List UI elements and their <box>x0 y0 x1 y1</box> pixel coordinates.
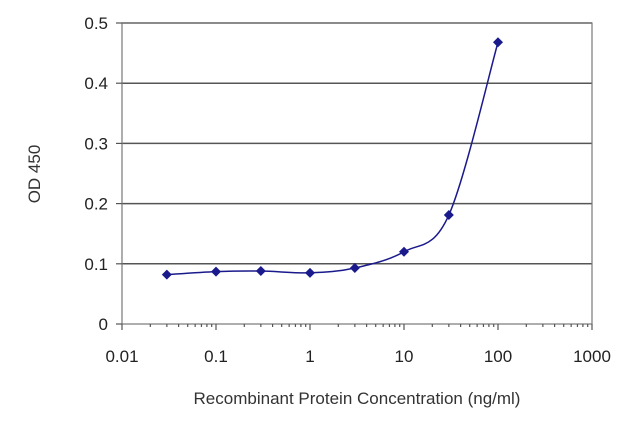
data-point-2 <box>255 266 266 277</box>
y-tick-label-2: 0.2 <box>84 195 108 214</box>
data-point-3 <box>305 267 315 278</box>
plot-frame <box>121 22 593 325</box>
tick-labels: 0 0.1 0.2 0.3 0.4 0.5 0.01 0.1 1 10 100 1000 <box>84 14 611 366</box>
data-point-0 <box>161 269 172 280</box>
x-tick-label-5: 1000 <box>573 347 611 366</box>
y-tick-label-5: 0.5 <box>84 14 108 33</box>
y-axis-label: OD 450 <box>25 145 44 204</box>
data-point-6 <box>443 210 454 221</box>
data-points <box>161 37 503 280</box>
x-tick-label-1: 0.1 <box>204 347 228 366</box>
y-tick-label-4: 0.4 <box>84 74 108 93</box>
data-point-4 <box>349 263 360 274</box>
x-tick-label-0: 0.01 <box>105 347 138 366</box>
data-point-5 <box>399 246 409 257</box>
data-point-7 <box>493 37 503 48</box>
y-tick-label-1: 0.1 <box>84 255 108 274</box>
x-tick-label-4: 100 <box>484 347 512 366</box>
data-point-1 <box>211 266 221 277</box>
x-axis-label: Recombinant Protein Concentration (ng/ml… <box>194 389 521 408</box>
x-tick-label-2: 1 <box>305 347 314 366</box>
axis-ticks <box>116 22 593 330</box>
x-tick-label-3: 10 <box>395 347 414 366</box>
y-tick-label-0: 0 <box>99 315 108 334</box>
y-tick-label-3: 0.3 <box>84 134 108 153</box>
gridlines <box>122 22 592 265</box>
